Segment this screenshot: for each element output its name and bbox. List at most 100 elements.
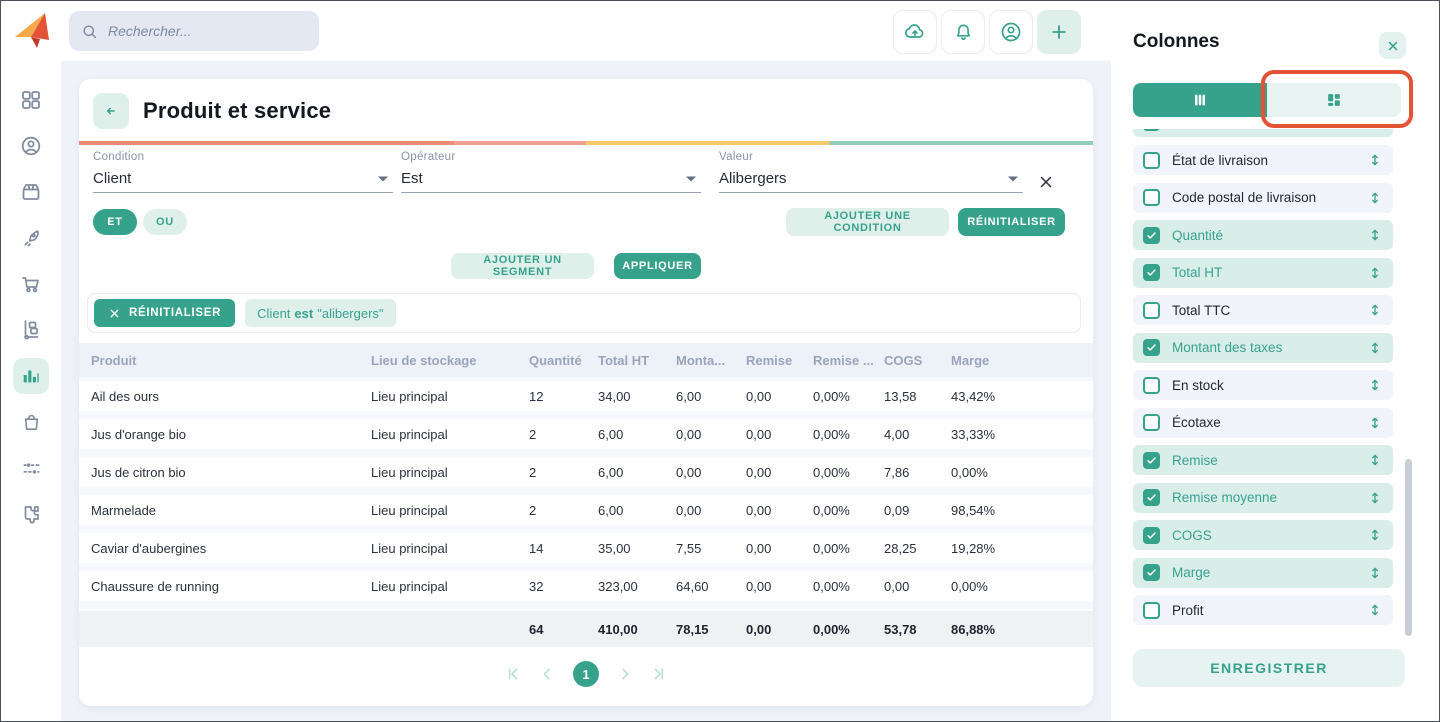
quick-add-button[interactable]	[1037, 10, 1081, 54]
filter-value-select[interactable]: Valeur Alibergers	[719, 151, 1023, 193]
sidebar-item-purchases[interactable]	[16, 269, 46, 299]
table-column-header[interactable]: COGS	[884, 352, 923, 368]
checkbox-checked-icon[interactable]	[1143, 226, 1160, 244]
table-row[interactable]: Jus de citron bio Lieu principal 2 6,00 0,00…	[79, 457, 1093, 487]
drag-reorder-icon[interactable]	[1367, 302, 1383, 318]
and-button[interactable]: ET	[93, 209, 137, 235]
panel-title: Colonnes	[1133, 31, 1220, 52]
checkbox-unchecked-icon[interactable]	[1143, 189, 1160, 206]
column-item[interactable]: Code postal de livraison	[1133, 182, 1393, 213]
drag-reorder-icon[interactable]	[1367, 265, 1383, 281]
drag-reorder-icon[interactable]	[1367, 490, 1383, 506]
column-item[interactable]: Remise	[1133, 445, 1393, 475]
drag-reorder-icon[interactable]	[1367, 377, 1383, 393]
table-row[interactable]: Chaussure de running Lieu principal 32 323,…	[79, 571, 1093, 601]
last-page-button[interactable]	[651, 666, 667, 682]
app-logo[interactable]	[14, 10, 50, 50]
sidebar-item-sales[interactable]	[16, 407, 46, 437]
column-item[interactable]: Total TTC	[1133, 295, 1393, 325]
back-button[interactable]	[93, 93, 129, 129]
checkbox-checked-icon[interactable]	[1143, 451, 1160, 469]
sidebar-item-contacts[interactable]	[16, 131, 46, 161]
drag-reorder-icon[interactable]	[1367, 527, 1383, 543]
drag-reorder-icon[interactable]	[1367, 152, 1383, 168]
column-item[interactable]: Remise moyenne	[1133, 482, 1393, 513]
sidebar-item-prospecting[interactable]	[16, 223, 46, 253]
tab-columns-view[interactable]	[1133, 83, 1267, 117]
next-page-button[interactable]	[617, 666, 633, 682]
checkbox-checked-icon[interactable]	[1143, 489, 1160, 506]
checkbox-unchecked-icon[interactable]	[1143, 376, 1160, 394]
sidebar-item-statistics[interactable]	[13, 358, 49, 394]
add-condition-button[interactable]: AJOUTER UNE CONDITION	[786, 208, 949, 236]
account-button[interactable]	[989, 10, 1033, 54]
add-segment-button[interactable]: AJOUTER UN SEGMENT	[451, 253, 594, 279]
checkbox-checked-icon[interactable]	[1143, 526, 1160, 544]
column-item[interactable]: En stock	[1133, 370, 1393, 400]
panel-scrollbar[interactable]	[1405, 459, 1412, 636]
prev-page-button[interactable]	[539, 666, 555, 682]
notifications-button[interactable]	[941, 10, 985, 54]
checkbox-unchecked-icon[interactable]	[1143, 414, 1160, 431]
cloud-sync-button[interactable]	[893, 10, 937, 54]
tab-layout-view[interactable]	[1267, 83, 1401, 117]
drag-reorder-icon[interactable]	[1367, 415, 1383, 431]
remove-condition-button[interactable]	[1037, 173, 1057, 193]
table-column-header[interactable]: Produit	[91, 352, 137, 368]
apply-button[interactable]: APPLIQUER	[614, 253, 701, 279]
checkbox-unchecked-icon[interactable]	[1143, 301, 1160, 319]
drag-reorder-icon[interactable]	[1367, 452, 1383, 468]
drag-reorder-icon[interactable]	[1367, 190, 1383, 206]
column-item[interactable]: Marge	[1133, 557, 1393, 588]
filter-condition-select[interactable]: Condition Client	[93, 151, 393, 193]
column-item[interactable]: Montant des taxes	[1133, 332, 1393, 363]
sidebar-item-settings[interactable]	[16, 453, 46, 483]
reset-conditions-button[interactable]: RÉINITIALISER	[958, 208, 1065, 236]
table-row[interactable]: Marmelade Lieu principal 2 6,00 0,00 0,00 0,00…	[79, 495, 1093, 525]
or-button[interactable]: OU	[143, 209, 187, 235]
column-item[interactable]: État de livraison	[1133, 145, 1393, 175]
table-cell: Lieu principal	[371, 502, 448, 518]
column-item[interactable]: Total HT	[1133, 257, 1393, 288]
global-search[interactable]	[69, 11, 319, 51]
filter-operator-select[interactable]: Opérateur Est	[401, 151, 701, 193]
table-row[interactable]: Ail des ours Lieu principal 12 34,00 6,00 0,0…	[79, 381, 1093, 411]
column-item[interactable]: COGS	[1133, 520, 1393, 550]
table-column-header[interactable]: Monta...	[676, 352, 726, 368]
sidebar-item-integrations[interactable]	[16, 499, 46, 529]
filter-chip[interactable]: Client est "alibergers"	[245, 299, 396, 327]
current-page-button[interactable]: 1	[573, 661, 599, 687]
checkbox-checked-icon[interactable]	[1143, 264, 1160, 281]
reset-filters-button[interactable]: RÉINITIALISER	[94, 299, 236, 327]
column-item[interactable]: Quantité	[1133, 220, 1393, 250]
drag-reorder-icon[interactable]	[1367, 340, 1383, 356]
search-input[interactable]	[106, 22, 307, 40]
table-column-header[interactable]: Remise	[746, 352, 793, 368]
drag-reorder-icon[interactable]	[1367, 227, 1383, 243]
table-total-cell: 53,78	[884, 621, 917, 637]
drag-reorder-icon[interactable]	[1367, 565, 1383, 581]
first-page-button[interactable]	[505, 666, 521, 682]
sidebar-item-dashboard[interactable]	[16, 85, 46, 115]
checkbox-unchecked-icon[interactable]	[1143, 151, 1160, 169]
table-column-header[interactable]: Marge	[951, 352, 990, 368]
column-item-label: Profit	[1172, 602, 1204, 618]
save-columns-button[interactable]: ENREGISTRER	[1133, 649, 1405, 687]
sidebar-item-products[interactable]	[16, 177, 46, 207]
column-item[interactable]: Profit	[1133, 595, 1393, 625]
table-row[interactable]: Caviar d'aubergines Lieu principal 14 35,00…	[79, 533, 1093, 563]
table-cell: 0,00	[746, 540, 772, 556]
checkbox-checked-icon[interactable]	[1143, 339, 1160, 356]
checkbox-checked-icon[interactable]	[1143, 564, 1160, 581]
table-column-header[interactable]: Lieu de stockage	[371, 352, 477, 368]
drag-reorder-icon[interactable]	[1367, 602, 1383, 618]
table-column-header[interactable]: Quantité	[529, 352, 582, 368]
filter-operator-label: Opérateur	[401, 151, 456, 163]
sidebar-item-logistics[interactable]	[16, 315, 46, 345]
checkbox-unchecked-icon[interactable]	[1143, 601, 1160, 619]
table-row[interactable]: Jus d'orange bio Lieu principal 2 6,00 0,00 0…	[79, 419, 1093, 449]
column-item[interactable]: Écotaxe	[1133, 407, 1393, 438]
table-column-header[interactable]: Total HT	[598, 352, 650, 368]
panel-close-button[interactable]	[1379, 32, 1406, 59]
table-column-header[interactable]: Remise ...	[813, 352, 874, 368]
